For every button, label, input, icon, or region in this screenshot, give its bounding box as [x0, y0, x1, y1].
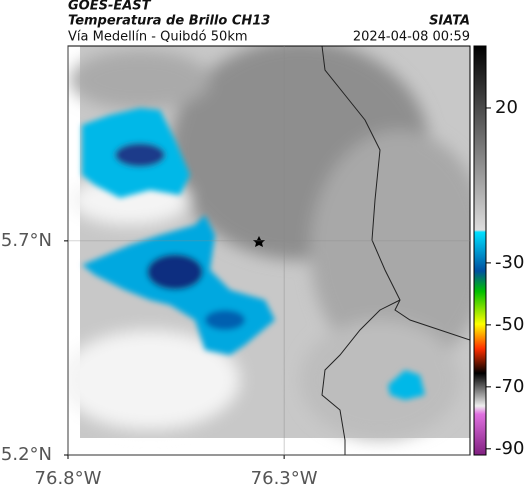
colorbar	[473, 45, 487, 456]
satellite-image	[68, 46, 470, 455]
colorbar-label: -50	[495, 314, 524, 335]
source: SIATA	[429, 14, 470, 29]
subtitle: Temperatura de Brillo CH13	[68, 14, 270, 29]
title: GOES-EAST	[68, 0, 152, 14]
city-marker	[253, 236, 265, 247]
y-tick-label: 5.7°N	[1, 230, 52, 251]
colorbar-label: -90	[495, 438, 524, 459]
x-tick-label: 76.8°W	[35, 468, 102, 489]
colorbar-label: -30	[495, 252, 524, 273]
y-tick-label: 5.2°N	[1, 444, 52, 465]
x-tick-label: 76.3°W	[251, 468, 318, 489]
datetime: 2024-04-08 00:59	[353, 30, 470, 45]
route: Vía Medellín - Quibdó 50km	[68, 30, 248, 45]
colorbar-label: -70	[495, 376, 524, 397]
colorbar-label: 20	[495, 97, 518, 118]
